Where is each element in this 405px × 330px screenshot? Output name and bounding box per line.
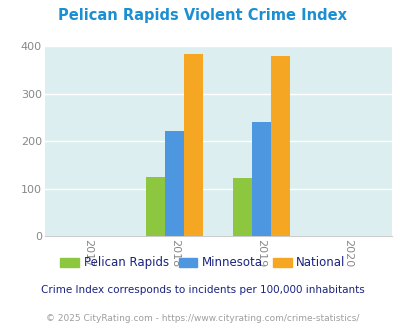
Legend: Pelican Rapids, Minnesota, National: Pelican Rapids, Minnesota, National — [55, 252, 350, 274]
Bar — [232, 178, 252, 236]
Bar — [165, 131, 184, 236]
Bar — [146, 177, 165, 236]
Text: © 2025 CityRating.com - https://www.cityrating.com/crime-statistics/: © 2025 CityRating.com - https://www.city… — [46, 314, 359, 323]
Bar — [184, 54, 203, 236]
Text: Pelican Rapids Violent Crime Index: Pelican Rapids Violent Crime Index — [58, 8, 347, 23]
Bar — [271, 56, 290, 236]
Bar — [252, 122, 271, 236]
Text: Crime Index corresponds to incidents per 100,000 inhabitants: Crime Index corresponds to incidents per… — [41, 285, 364, 295]
